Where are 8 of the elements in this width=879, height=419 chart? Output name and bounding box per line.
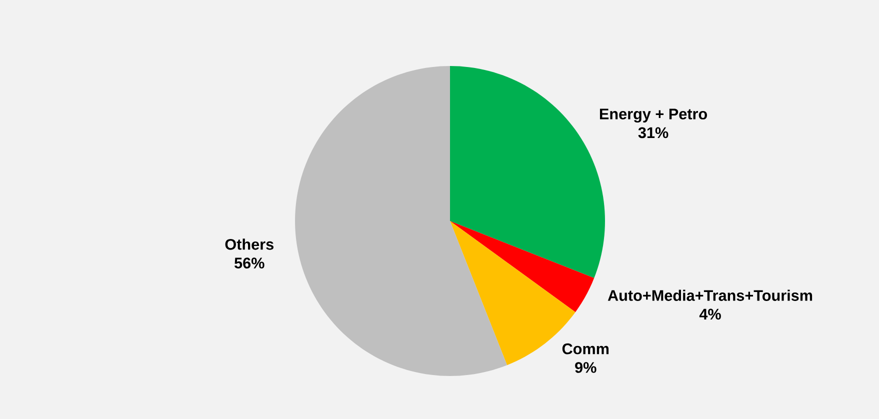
data-label: 9% (575, 362, 596, 373)
data-label: 4% (699, 308, 721, 320)
slice-label: Others (225, 238, 274, 250)
slice-label: Comm (562, 343, 609, 354)
slice-label: Energy + Petro (600, 108, 707, 123)
slice-label: Auto+Media+Trans+Tourism (608, 290, 812, 301)
data-label: 31% (638, 127, 668, 138)
data-label: 56% (234, 258, 264, 268)
